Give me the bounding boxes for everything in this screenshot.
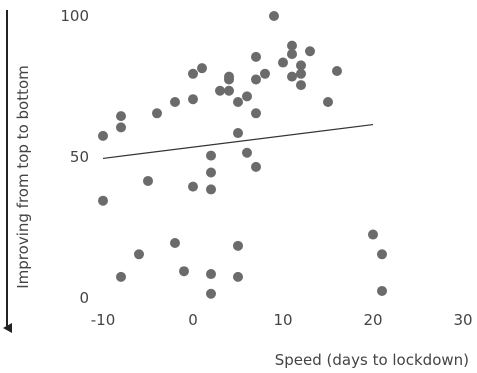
data-point	[242, 147, 252, 158]
data-points	[98, 11, 387, 299]
data-point	[206, 288, 216, 299]
data-point	[260, 68, 270, 79]
data-point	[251, 74, 261, 85]
data-point	[233, 97, 243, 108]
data-point	[206, 269, 216, 280]
data-point	[224, 74, 234, 85]
x-tick-label: 10	[273, 311, 292, 329]
x-axis-label: Speed (days to lockdown)	[275, 351, 469, 369]
trendline-group	[102, 123, 374, 160]
data-point	[98, 130, 108, 141]
data-point	[188, 68, 198, 79]
data-point	[233, 128, 243, 139]
x-tick-label: 30	[453, 311, 472, 329]
data-point	[197, 63, 207, 74]
data-point	[287, 49, 297, 60]
trendline	[102, 123, 374, 160]
data-point	[116, 122, 126, 133]
data-point	[188, 94, 198, 105]
data-point	[98, 195, 108, 206]
y-tick-label: 50	[70, 148, 89, 166]
data-point	[206, 150, 216, 161]
data-point	[323, 97, 333, 108]
data-point	[215, 85, 225, 96]
data-point	[134, 249, 144, 260]
data-point	[251, 161, 261, 172]
data-point	[296, 68, 306, 79]
x-tick-label: 20	[363, 311, 382, 329]
data-point	[242, 91, 252, 102]
data-point	[278, 57, 288, 68]
y-tick-label: 100	[60, 7, 89, 25]
data-point	[116, 271, 126, 282]
data-point	[251, 108, 261, 119]
data-point	[296, 60, 306, 71]
data-point	[233, 271, 243, 282]
y-tick-label: 0	[79, 289, 89, 307]
data-point	[305, 46, 315, 57]
data-point	[287, 40, 297, 51]
data-point	[269, 11, 279, 21]
data-point	[224, 85, 234, 96]
data-point	[206, 167, 216, 178]
data-point	[188, 181, 198, 192]
data-point	[170, 97, 180, 108]
data-point	[233, 240, 243, 251]
data-point	[368, 229, 378, 240]
data-point	[296, 80, 306, 91]
y-tick-labels: 0 50 100	[60, 7, 89, 307]
data-point	[251, 51, 261, 62]
y-axis-label: Improving from top to bottom	[14, 65, 32, 289]
data-point	[377, 249, 387, 260]
x-tick-labels: -10 0 10 20 30	[91, 311, 473, 329]
data-point	[143, 175, 153, 186]
x-tick-label: -10	[91, 311, 116, 329]
data-point	[179, 266, 189, 277]
data-point	[332, 65, 342, 76]
data-point	[377, 285, 387, 296]
x-tick-label: 0	[188, 311, 198, 329]
data-point	[287, 71, 297, 82]
data-point	[170, 238, 180, 249]
data-point	[152, 108, 162, 119]
data-point	[206, 184, 216, 195]
data-point	[116, 111, 126, 122]
